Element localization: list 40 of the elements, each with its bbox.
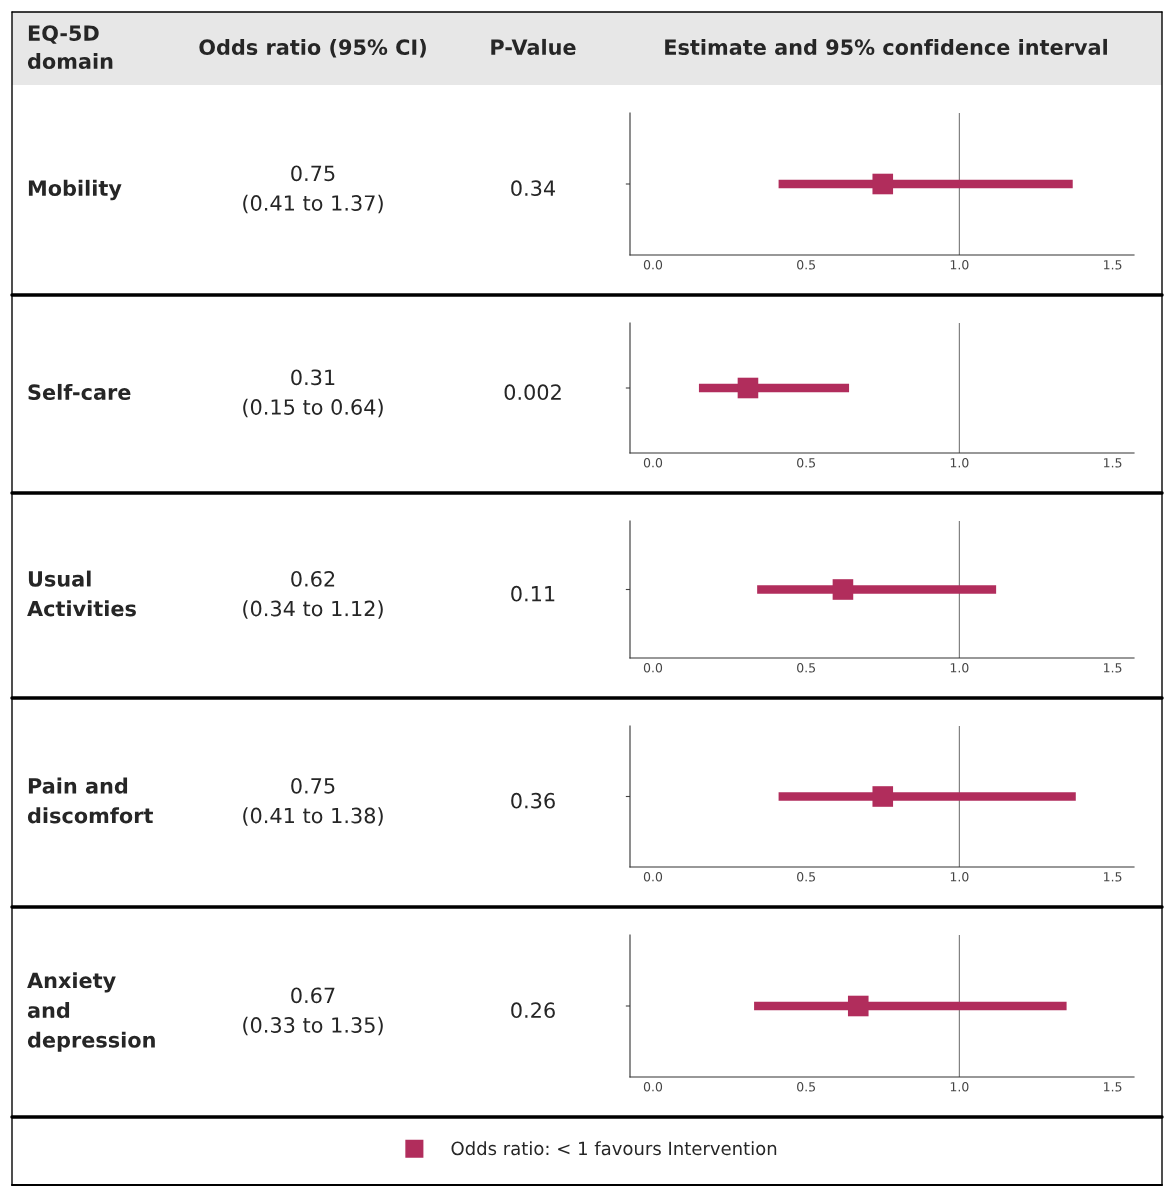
x-tick-label: 0.0	[643, 663, 663, 673]
text: 0.67 (0.33 to 1.35)	[243, 987, 383, 1036]
x-tick-label: 1.0	[950, 458, 969, 468]
x-tick-label: 0.5	[797, 1082, 816, 1092]
text: EQ-5D domain	[27, 25, 113, 70]
x-tick-label: 1.5	[1103, 663, 1122, 673]
text: 0.002	[504, 384, 561, 401]
x-tick-label: 0.5	[797, 260, 816, 270]
text: 0.31 (0.15 to 0.64)	[243, 369, 383, 418]
x-tick-label: 1.5	[1103, 1082, 1122, 1092]
x-tick-label: 0.0	[643, 1082, 663, 1092]
x-tick-label: 0.0	[643, 260, 663, 270]
legend-label: Odds ratio: < 1 favours Intervention	[451, 1141, 777, 1156]
text: Mobility	[28, 179, 122, 201]
text: Anxiety and depression	[27, 972, 155, 1052]
x-tick-label: 1.0	[950, 260, 969, 270]
text: 0.62 (0.34 to 1.12)	[243, 570, 383, 619]
text: 0.26	[511, 1002, 555, 1019]
x-tick-label: 0.5	[797, 458, 816, 468]
x-tick-label: 1.0	[950, 872, 969, 882]
text: 0.75 (0.41 to 1.38)	[243, 777, 383, 826]
x-tick-label: 1.5	[1103, 260, 1122, 270]
text: 0.11	[511, 585, 555, 602]
x-tick-label: 1.0	[950, 663, 969, 673]
x-tick-label: 0.0	[643, 458, 663, 468]
text: 0.75 (0.41 to 1.37)	[243, 165, 383, 214]
text: 0.36	[511, 792, 555, 809]
text: Usual Activities	[27, 570, 136, 617]
x-tick-label: 1.5	[1103, 872, 1122, 882]
x-tick-label: 0.5	[797, 872, 816, 882]
text: 0.34	[511, 180, 556, 197]
x-tick-label: 0.5	[797, 663, 816, 673]
text: Odds ratio (95% CI)	[199, 38, 426, 58]
x-tick-label: 1.0	[950, 1082, 969, 1092]
text: Pain and discomfort	[27, 777, 153, 824]
text: Estimate and 95% confidence interval	[665, 38, 1107, 56]
x-tick-label: 0.0	[643, 872, 663, 882]
x-tick-label: 1.5	[1103, 458, 1122, 468]
text: Self-care	[28, 383, 131, 401]
text: P-Value	[491, 38, 576, 56]
